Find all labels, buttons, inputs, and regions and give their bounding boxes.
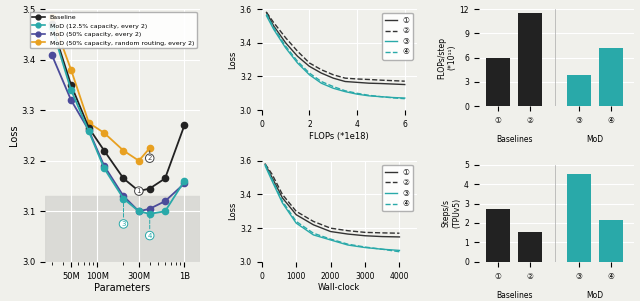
Text: Baselines: Baselines bbox=[496, 135, 532, 144]
Bar bbox=[599, 220, 623, 262]
X-axis label: Parameters: Parameters bbox=[94, 283, 150, 293]
Bar bbox=[566, 76, 591, 106]
Bar bbox=[518, 13, 543, 106]
Y-axis label: Loss: Loss bbox=[9, 125, 19, 146]
Y-axis label: Steps/s
(TPUv5): Steps/s (TPUv5) bbox=[442, 198, 461, 228]
Bar bbox=[45, 196, 200, 262]
Text: MoD: MoD bbox=[586, 291, 604, 300]
Y-axis label: Loss: Loss bbox=[228, 50, 237, 69]
Bar bbox=[518, 232, 543, 262]
Text: 2: 2 bbox=[148, 155, 152, 161]
Text: MoD: MoD bbox=[586, 135, 604, 144]
Y-axis label: Loss: Loss bbox=[228, 202, 237, 221]
Bar bbox=[486, 58, 510, 106]
Text: 1: 1 bbox=[136, 188, 141, 194]
Text: 4: 4 bbox=[148, 233, 152, 239]
X-axis label: FLOPs (*1e18): FLOPs (*1e18) bbox=[309, 132, 369, 141]
Text: 3: 3 bbox=[121, 221, 125, 227]
Legend: Baseline, MoD (12.5% capacity, every 2), MoD (50% capacity, every 2), MoD (50% c: Baseline, MoD (12.5% capacity, every 2),… bbox=[29, 12, 196, 48]
Bar bbox=[486, 209, 510, 262]
Bar bbox=[566, 174, 591, 262]
Bar bbox=[599, 48, 623, 106]
Text: Baselines: Baselines bbox=[496, 291, 532, 300]
Y-axis label: FLOPs/step
(*10¹¹): FLOPs/step (*10¹¹) bbox=[437, 37, 457, 79]
X-axis label: Wall-clock: Wall-clock bbox=[318, 283, 360, 292]
Legend: ①, ②, ③, ④: ①, ②, ③, ④ bbox=[382, 13, 413, 60]
Legend: ①, ②, ③, ④: ①, ②, ③, ④ bbox=[382, 165, 413, 211]
